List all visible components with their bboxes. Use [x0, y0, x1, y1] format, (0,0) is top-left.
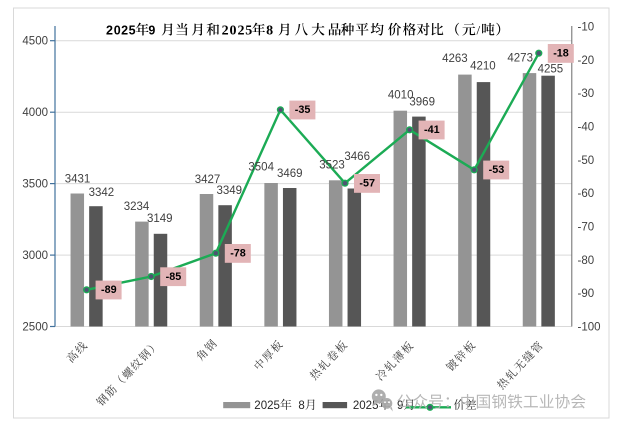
svg-text:4500: 4500 [22, 36, 48, 48]
svg-text:-18: -18 [553, 48, 569, 60]
svg-text:2: 2 [222, 23, 229, 38]
svg-text:-60: -60 [578, 188, 595, 200]
svg-text:-57: -57 [359, 178, 375, 190]
svg-text:3500: 3500 [22, 179, 48, 191]
svg-text:-50: -50 [578, 155, 595, 167]
svg-text:2025: 2025 [254, 400, 280, 412]
svg-text:5: 5 [129, 23, 136, 37]
svg-text:3466: 3466 [344, 151, 370, 163]
svg-text:-85: -85 [166, 271, 182, 283]
svg-text:3504: 3504 [248, 161, 274, 173]
svg-text:-35: -35 [295, 104, 311, 116]
svg-text:0: 0 [114, 23, 121, 37]
svg-text:0: 0 [230, 23, 237, 38]
svg-text:-70: -70 [578, 222, 595, 234]
svg-text:3234: 3234 [124, 201, 150, 213]
svg-text:8: 8 [298, 400, 304, 412]
svg-text:5: 5 [245, 23, 252, 38]
svg-text:/: / [476, 22, 480, 37]
svg-text:3342: 3342 [89, 187, 115, 199]
svg-text:2: 2 [238, 23, 245, 38]
svg-text:3000: 3000 [22, 250, 48, 262]
svg-text:3427: 3427 [195, 174, 221, 186]
svg-text:3149: 3149 [147, 213, 173, 225]
svg-text:2: 2 [121, 23, 128, 37]
svg-text:4255: 4255 [538, 64, 564, 76]
svg-text:3349: 3349 [217, 185, 243, 197]
svg-text:3523: 3523 [319, 159, 345, 171]
svg-text:2500: 2500 [22, 322, 48, 334]
svg-text:3969: 3969 [409, 97, 435, 109]
svg-text:-40: -40 [578, 122, 595, 134]
svg-text:4210: 4210 [470, 60, 496, 72]
svg-text:8: 8 [266, 23, 273, 38]
svg-text:9: 9 [148, 23, 155, 37]
svg-text:-80: -80 [578, 255, 595, 267]
svg-text:3431: 3431 [65, 174, 91, 186]
svg-text:-10: -10 [578, 22, 595, 34]
svg-text:-100: -100 [578, 322, 601, 334]
svg-text:4010: 4010 [388, 90, 414, 102]
svg-text:4000: 4000 [22, 107, 48, 119]
svg-text:-41: -41 [424, 124, 440, 136]
svg-text:-20: -20 [578, 55, 595, 67]
svg-text:2025: 2025 [353, 400, 379, 412]
svg-text:-90: -90 [578, 288, 595, 300]
svg-text:-89: -89 [101, 284, 117, 296]
svg-text:-53: -53 [489, 164, 505, 176]
svg-text:4273: 4273 [507, 53, 533, 65]
svg-text:4263: 4263 [442, 53, 468, 65]
svg-text:-30: -30 [578, 88, 595, 100]
svg-text:2: 2 [106, 23, 113, 37]
svg-text:-78: -78 [230, 248, 246, 260]
svg-text:3469: 3469 [277, 168, 303, 180]
